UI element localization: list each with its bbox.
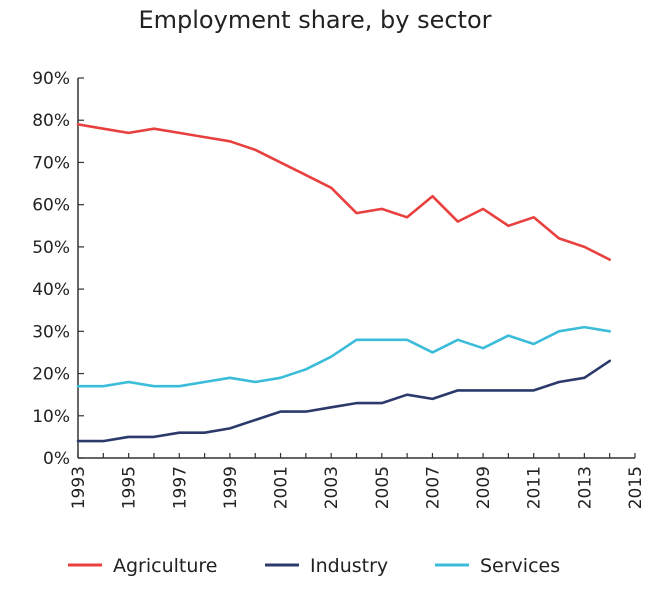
x-tick-label: 2015 — [626, 466, 646, 509]
legend-label-industry: Industry — [310, 555, 388, 577]
y-tick-label: 50% — [32, 238, 70, 258]
legend-label-services: Services — [480, 555, 560, 577]
y-tick-label: 90% — [32, 69, 70, 89]
y-tick-label: 60% — [32, 196, 70, 216]
y-tick-label: 30% — [32, 322, 70, 342]
x-axis: 1993 1995 1997 1999 2001 2003 2005 2007 2009 2011… — [69, 453, 646, 509]
series-line-services — [76, 325, 612, 388]
x-tick-label: 1995 — [120, 466, 140, 509]
y-tick-label: 20% — [32, 365, 70, 385]
x-tick-label: 2001 — [272, 466, 292, 509]
x-tick-label: 2005 — [373, 466, 393, 509]
y-tick-label: 40% — [32, 280, 70, 300]
y-tick-label: 80% — [32, 111, 70, 131]
series-lines — [76, 123, 612, 443]
x-tick-label: 1997 — [170, 466, 190, 509]
y-axis: 0% 10% 20% 30% 40% 50% 60% 70% 80% 90% — [32, 69, 84, 469]
x-tick-label: 2007 — [423, 466, 443, 509]
x-tick-label: 1999 — [221, 466, 241, 509]
series-line-industry — [76, 359, 612, 443]
legend-label-agriculture: Agriculture — [113, 555, 218, 577]
legend: Agriculture Industry Services — [68, 555, 560, 577]
series-line-agriculture — [76, 123, 612, 261]
y-tick-label: 0% — [43, 449, 70, 469]
y-tick-label: 10% — [32, 407, 70, 427]
x-tick-label: 2011 — [525, 466, 545, 509]
y-tick-label: 70% — [32, 153, 70, 173]
chart-title: Employment share, by sector — [138, 6, 491, 34]
x-tick-label: 1993 — [69, 466, 89, 509]
x-tick-label: 2003 — [322, 466, 342, 509]
x-tick-label: 2013 — [575, 466, 595, 509]
x-tick-label: 2009 — [474, 466, 494, 509]
